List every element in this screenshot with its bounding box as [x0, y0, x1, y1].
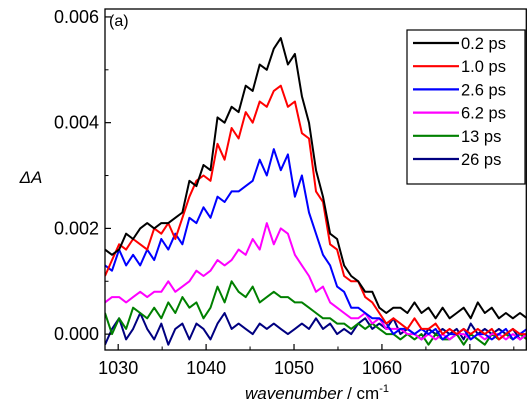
- series-line-26-ps: [105, 312, 527, 346]
- x-axis-label-exponent: -1: [379, 383, 389, 395]
- legend-label: 0.2 ps: [461, 35, 506, 53]
- panel-label: (a): [109, 13, 129, 30]
- x-tick-label: 1060: [362, 358, 402, 378]
- x-axis-label-unit: / cm: [342, 384, 379, 403]
- legend-label: 26 ps: [461, 151, 501, 169]
- tick-layer: 1030 1040 1050 1060 1070 0.000 0.002 0.004 0.006: [54, 7, 515, 378]
- plot-frame: [104, 8, 527, 351]
- legend: 0.2 ps 1.0 ps 2.6 ps 6.2 ps 13 ps 26 ps: [406, 29, 526, 185]
- y-axis-label: ΔA: [19, 168, 43, 187]
- y-tick-label: 0.006: [54, 7, 99, 27]
- series-group: [105, 37, 527, 346]
- x-axis-label-main: wavenumber: [245, 384, 344, 403]
- legend-label: 6.2 ps: [461, 105, 506, 123]
- series-layer: [105, 37, 527, 346]
- legend-label: 2.6 ps: [461, 81, 506, 99]
- x-tick-label: 1050: [274, 358, 314, 378]
- x-tick-label: 1030: [98, 358, 138, 378]
- x-tick-label: 1070: [450, 358, 490, 378]
- legend-label: 13 ps: [461, 128, 501, 146]
- y-tick-label: 0.002: [54, 218, 99, 238]
- series-line-0-2-ps: [105, 37, 527, 320]
- x-tick-label: 1040: [186, 358, 226, 378]
- y-tick-label: 0.000: [54, 324, 99, 344]
- legend-label: 1.0 ps: [461, 58, 506, 76]
- x-axis-label: wavenumber / cm-1: [245, 383, 389, 403]
- series-line-1-0-ps: [105, 84, 527, 341]
- y-tick-label: 0.004: [54, 113, 99, 133]
